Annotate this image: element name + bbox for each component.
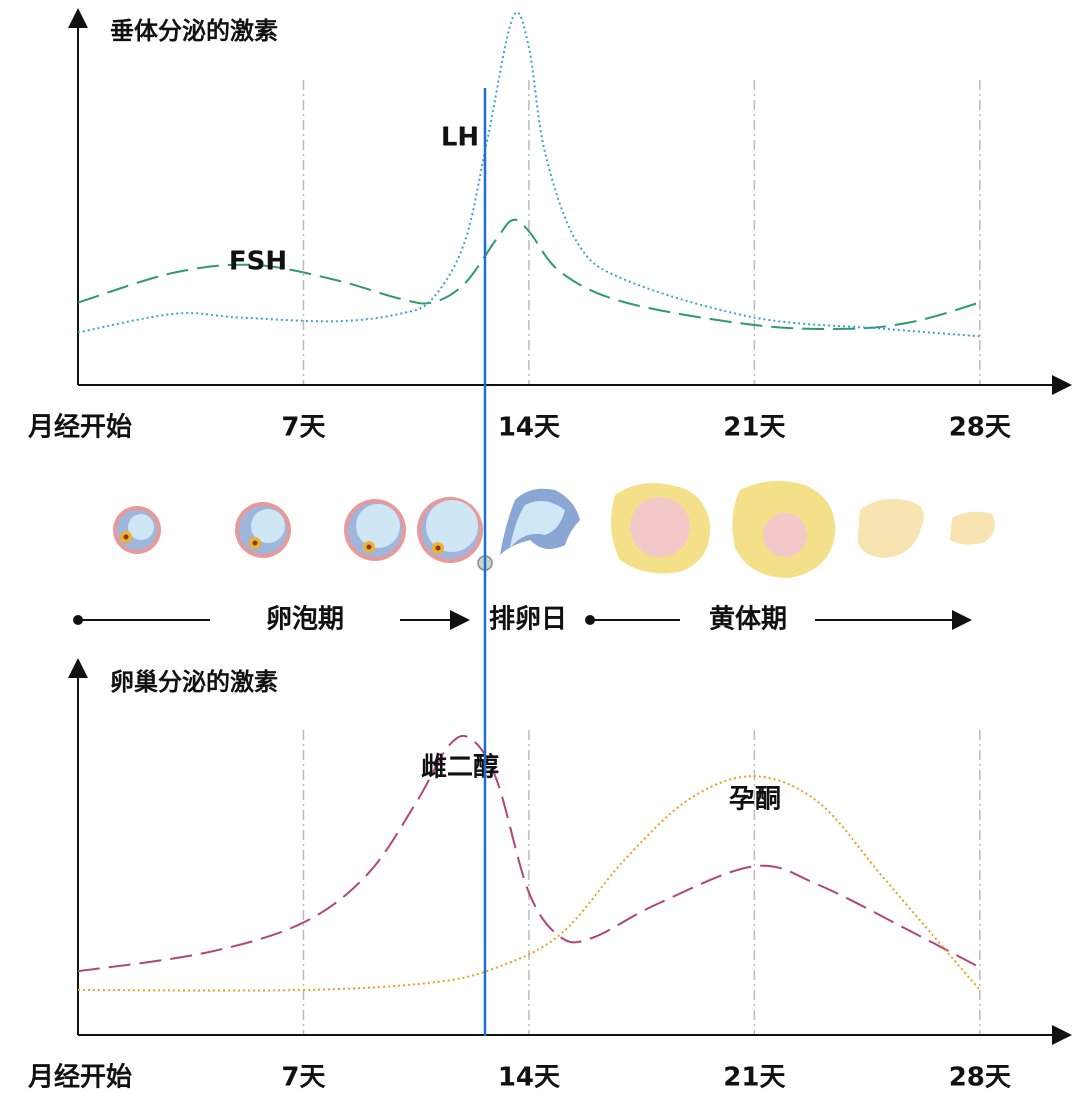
series-label: LH	[441, 123, 479, 153]
phase-label: 黄体期	[709, 605, 787, 635]
x-tick-label: 28天	[949, 413, 1011, 443]
x-tick-label: 月经开始	[27, 412, 132, 443]
series-label: FSH	[229, 247, 287, 277]
x-tick-label: 28天	[949, 1063, 1011, 1093]
x-tick-label: 7天	[281, 413, 325, 443]
phase-label: 排卵日	[489, 605, 567, 635]
phase-row: 卵泡期 排卵日 黄体期	[73, 605, 972, 635]
x-tick-label: 21天	[723, 1063, 785, 1093]
x-tick-label: 21天	[723, 413, 785, 443]
x-tick-label: 月经开始	[27, 1062, 132, 1093]
axis-title: 垂体分泌的激素	[110, 17, 278, 45]
x-tick-label: 14天	[498, 413, 560, 443]
x-tick-label: 14天	[498, 1063, 560, 1093]
series-label: 雌二醇	[421, 752, 499, 783]
series-label: 孕酮	[729, 785, 781, 815]
series-line	[77, 775, 981, 992]
follicles	[113, 481, 995, 578]
series-line	[77, 11, 980, 338]
x-tick-label: 7天	[281, 1063, 325, 1093]
axis-title: 卵巢分泌的激素	[110, 668, 278, 696]
phase-label: 卵泡期	[266, 605, 344, 635]
series-line	[77, 218, 981, 331]
